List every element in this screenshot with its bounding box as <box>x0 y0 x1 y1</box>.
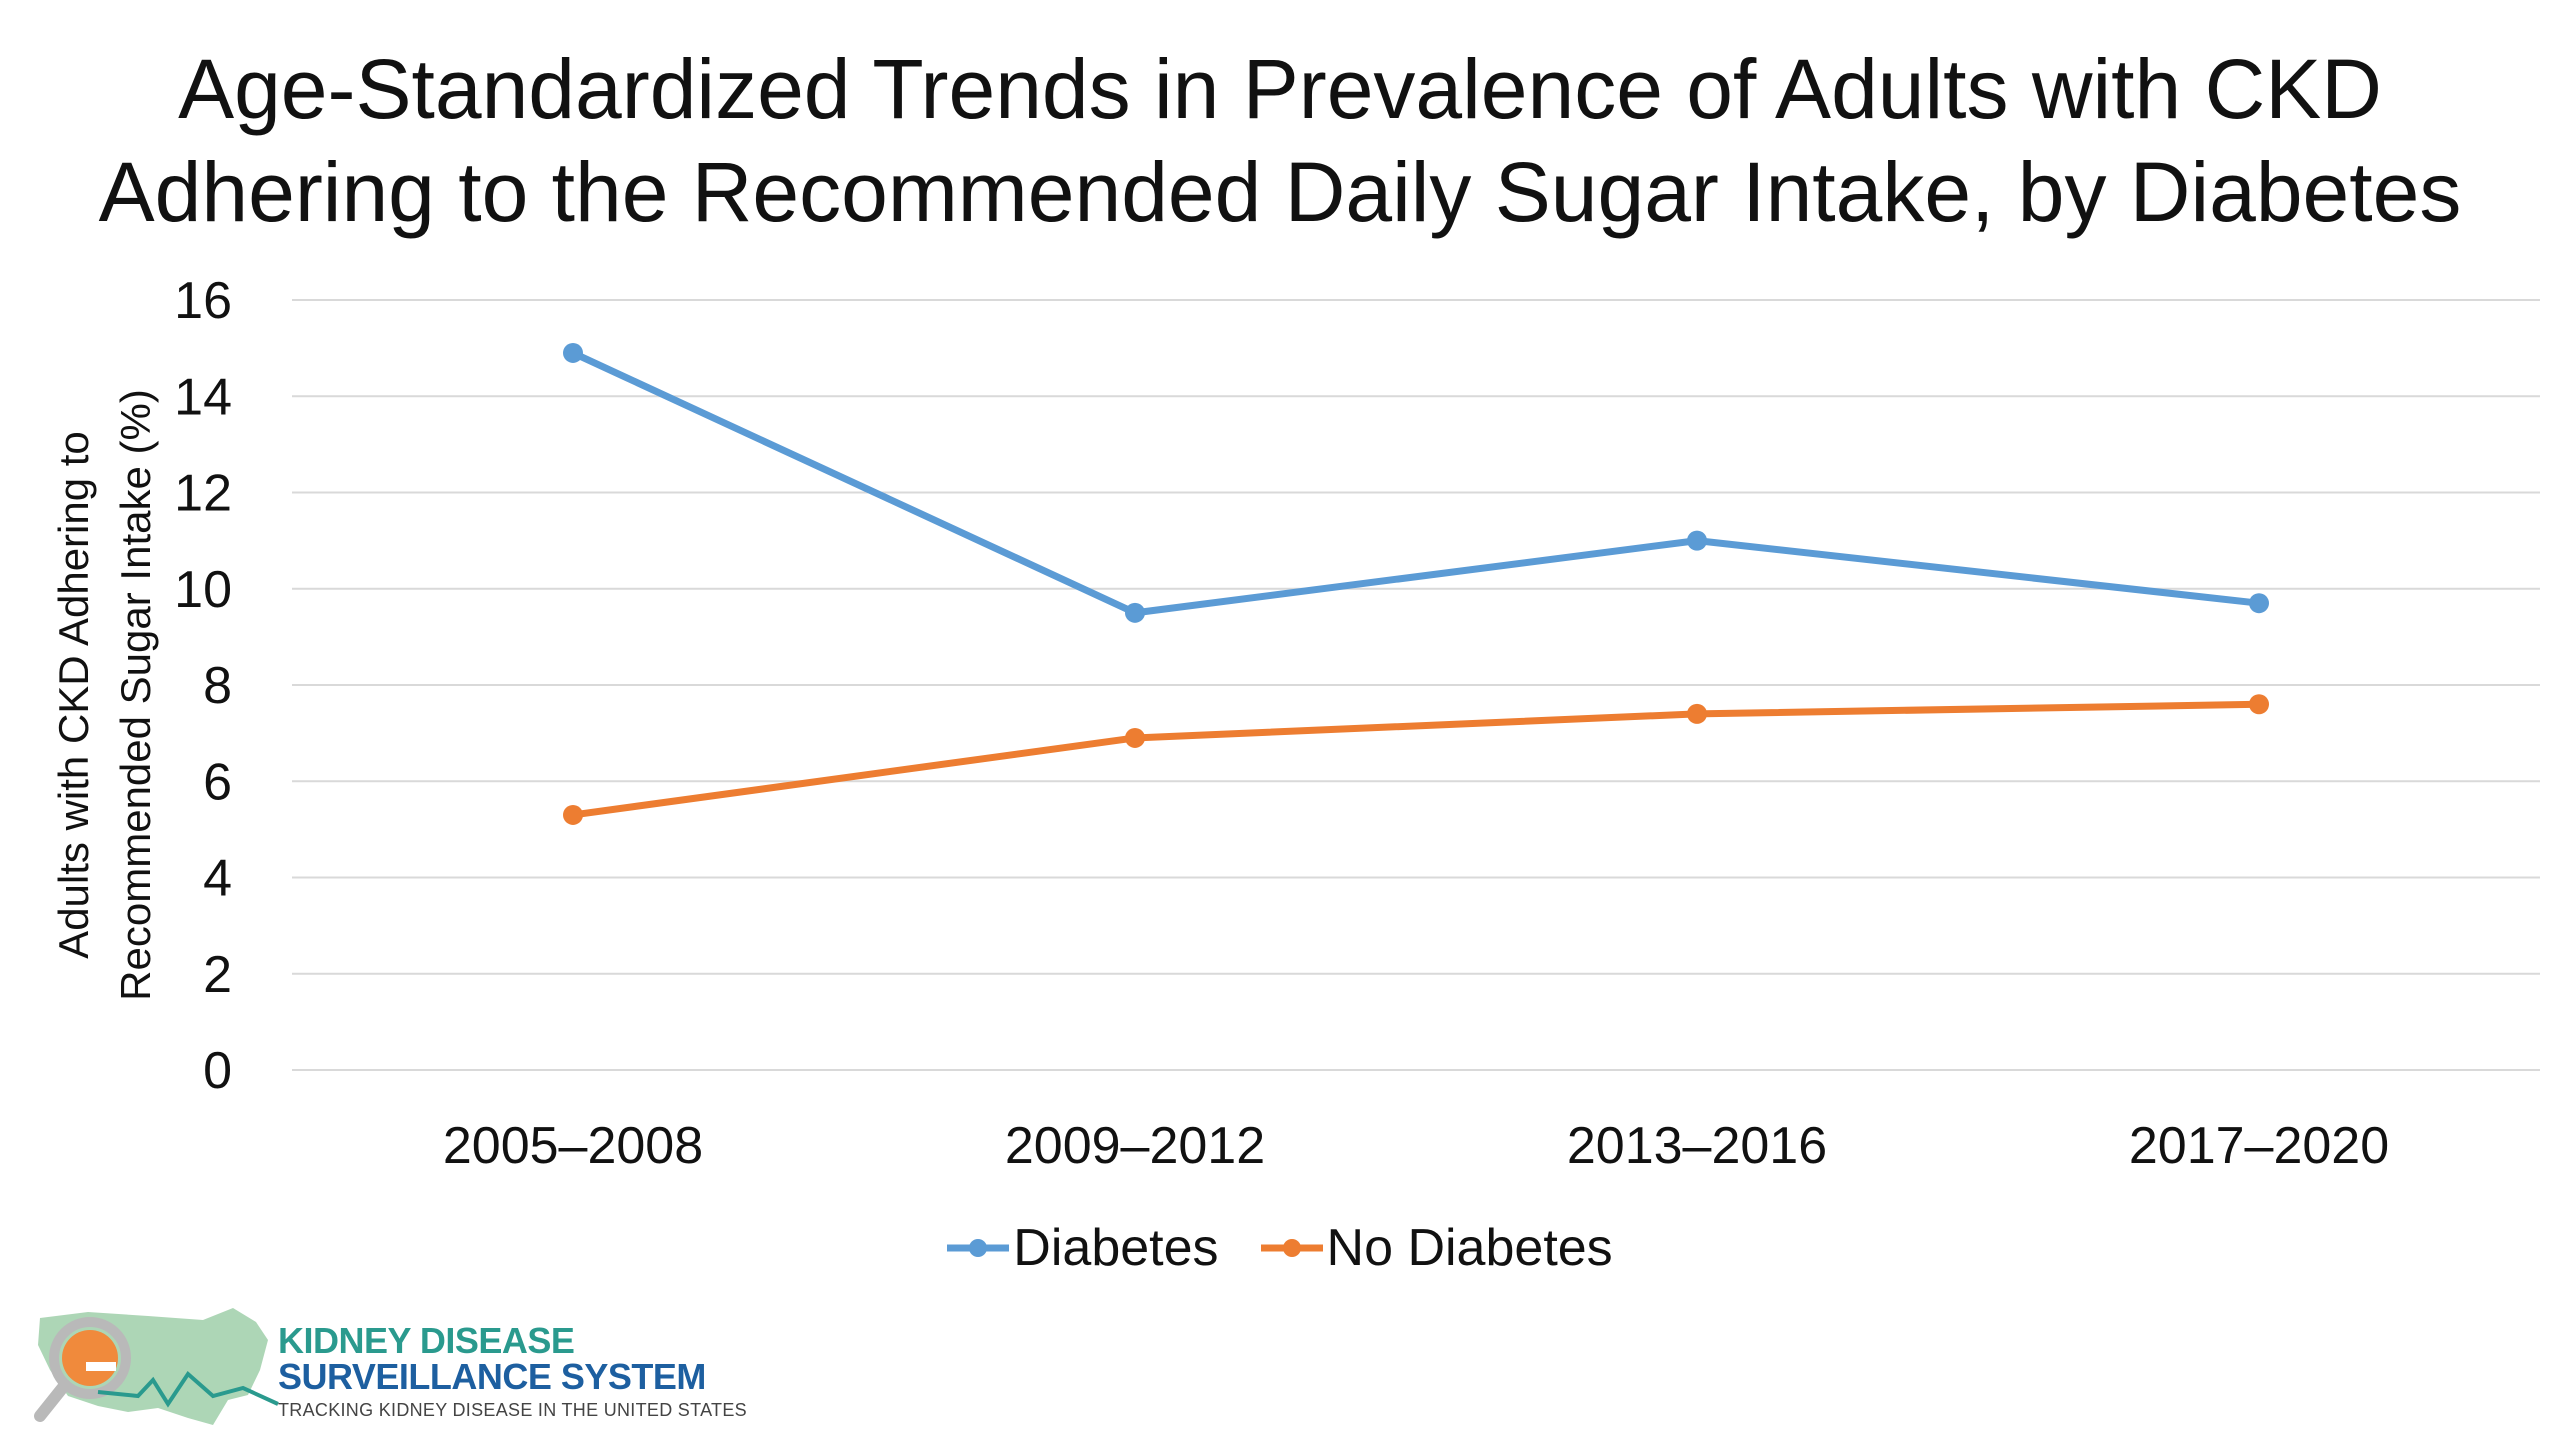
y-tick-label-10: 10 <box>174 561 232 619</box>
x-tick-label-2: 2009–2012 <box>1005 1117 1265 1175</box>
legend-marker-no-diabetes <box>1260 1239 1323 1257</box>
data-point-no-diabetes-3 <box>1687 703 1707 724</box>
data-point-diabetes-2 <box>1125 602 1145 623</box>
legend: Diabetes No Diabetes <box>0 1218 2560 1278</box>
logo-tagline: TRACKING KIDNEY DISEASE IN THE UNITED ST… <box>278 1400 747 1420</box>
x-tick-label-4: 2017–2020 <box>2129 1117 2389 1175</box>
legend-label-diabetes: Diabetes <box>1013 1219 1219 1277</box>
data-point-diabetes-4 <box>2249 593 2269 614</box>
kdss-logo: KIDNEY DISEASE SURVEILLANCE SYSTEM TRACK… <box>28 1300 747 1440</box>
x-tick-label-1: 2005–2008 <box>443 1117 703 1175</box>
chart-title-line-2: Adhering to the Recommended Daily Sugar … <box>98 145 2462 239</box>
chart-title-line-1: Age-Standardized Trends in Prevalence of… <box>178 42 2382 136</box>
y-tick-label-14: 14 <box>174 368 232 426</box>
data-point-no-diabetes-2 <box>1125 727 1145 748</box>
y-tick-label-8: 8 <box>203 657 232 715</box>
x-tick-label-3: 2013–2016 <box>1567 1117 1827 1175</box>
y-tick-label-12: 12 <box>174 465 232 523</box>
data-point-no-diabetes-1 <box>563 804 583 825</box>
x-axis-ticks: 2005–2008 2009–2012 2013–2016 2017–2020 <box>443 1117 2389 1175</box>
y-tick-label-2: 2 <box>203 946 232 1004</box>
usa-map-magnifier-icon <box>34 1308 279 1425</box>
data-point-diabetes-1 <box>563 342 583 363</box>
series-line-diabetes <box>569 349 2263 617</box>
legend-item-diabetes: Diabetes <box>947 1218 1219 1278</box>
y-axis-ticks: 0 2 4 6 8 10 12 14 16 <box>174 272 232 1100</box>
legend-marker-diabetes <box>947 1239 1010 1257</box>
data-point-diabetes-3 <box>1687 530 1707 551</box>
line-chart: 0 2 4 6 8 10 12 14 16 2005–2008 2009–2012 2013–201… <box>174 272 2540 1175</box>
legend-item-no-diabetes: No Diabetes <box>1260 1218 1613 1278</box>
series-lines <box>569 349 2263 819</box>
series-line-no-diabetes <box>569 700 2263 819</box>
chart-title: Age-Standardized Trends in Prevalence of… <box>0 38 2560 244</box>
y-tick-label-4: 4 <box>203 850 232 908</box>
y-tick-label-6: 6 <box>203 753 232 811</box>
y-tick-label-0: 0 <box>203 1042 232 1100</box>
gridlines <box>292 299 2540 1071</box>
legend-label-no-diabetes: No Diabetes <box>1326 1219 1613 1277</box>
y-tick-label-16: 16 <box>174 272 232 330</box>
logo-line-1: KIDNEY DISEASE <box>278 1320 575 1361</box>
logo-line-2: SURVEILLANCE SYSTEM <box>278 1356 706 1397</box>
data-point-no-diabetes-4 <box>2249 694 2269 715</box>
series-points <box>563 342 2269 825</box>
